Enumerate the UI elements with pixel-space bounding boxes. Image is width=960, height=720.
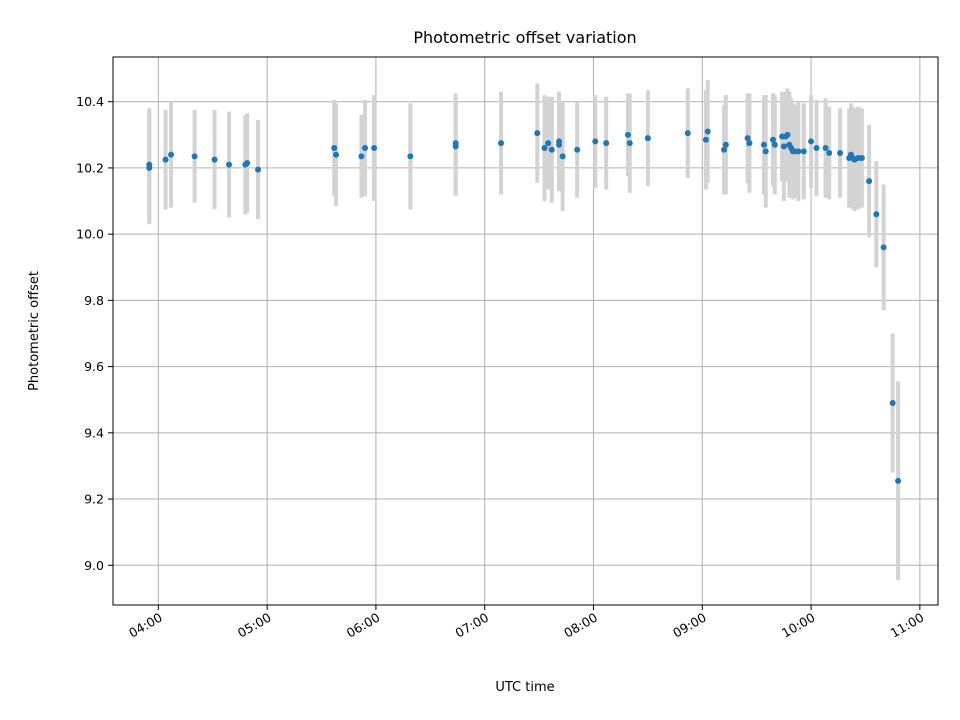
data-point [684,130,691,137]
plot-frame [112,56,939,606]
data-point [603,140,610,147]
data-point [534,130,541,137]
x-tick-label: 11:00 [888,610,927,641]
data-point [762,148,769,155]
data-point [541,145,548,152]
data-point [780,143,787,150]
chart-title: Photometric offset variation [413,28,636,47]
data-point [244,159,251,166]
data-point [889,400,896,407]
data-point [371,145,378,152]
x-axis-label: UTC time [495,680,554,695]
data-point [545,140,552,147]
data-point [744,135,751,142]
y-tick-label: 9.4 [84,425,104,440]
data-point [822,145,829,152]
data-point [704,128,711,135]
x-tick-label: 07:00 [452,610,491,641]
y-axis-label: Photometric offset [27,271,42,391]
data-point [498,140,505,147]
x-tick-label: 09:00 [670,610,709,641]
data-point [162,156,169,163]
data-point [407,153,414,160]
gridlines [113,57,938,605]
y-tick-label: 10.0 [76,227,104,242]
data-point [548,146,555,153]
data-point [895,477,902,484]
data-point [784,131,791,138]
data-point [168,151,175,158]
y-tick-label: 10.4 [76,94,104,109]
data-point [624,131,631,138]
data-point [800,148,807,155]
data-point [795,148,802,155]
data-point [333,151,340,158]
y-tick-label: 9.0 [84,558,104,573]
data-point [644,135,651,142]
data-point [331,145,338,152]
data-point [837,150,844,157]
x-tick-label: 04:00 [126,610,165,641]
data-point [592,138,599,145]
y-tick-label: 9.2 [84,492,104,507]
data-point [858,154,865,161]
data-point [255,166,262,173]
x-tick-label: 08:00 [561,610,600,641]
data-point [452,143,459,150]
y-tick-label: 9.8 [84,293,104,308]
data-point [358,153,365,160]
x-tick-label: 10:00 [779,610,818,641]
x-tick-label: 05:00 [235,610,274,641]
data-point [826,150,833,157]
data-point [191,153,198,160]
data-point [559,153,566,160]
data-point [226,161,233,168]
data-point [211,156,218,163]
data-point [746,140,753,147]
data-point [722,141,729,148]
data-points [146,128,902,484]
data-point [873,211,880,218]
y-tick-label: 10.2 [76,160,104,175]
data-point [770,136,776,143]
data-point [626,140,633,147]
x-axis-ticks: 04:00 05:00 06:00 07:00 08:00 09:00 10:00 11:00 [126,605,926,641]
data-point [760,141,767,148]
data-point [574,146,581,153]
data-point [721,146,728,153]
y-tick-label: 9.6 [84,359,104,374]
data-point [866,178,873,185]
data-point [702,136,709,143]
data-point [813,145,820,152]
data-point [362,145,369,152]
data-point [556,138,563,145]
data-point [880,244,887,251]
y-axis-ticks: 9.0 9.2 9.4 9.6 9.8 10.0 10.2 10.4 [76,94,113,573]
x-tick-label: 06:00 [344,610,383,641]
data-point [808,138,815,145]
data-point [146,164,153,171]
data-point [771,141,778,148]
error-bars [147,80,901,581]
